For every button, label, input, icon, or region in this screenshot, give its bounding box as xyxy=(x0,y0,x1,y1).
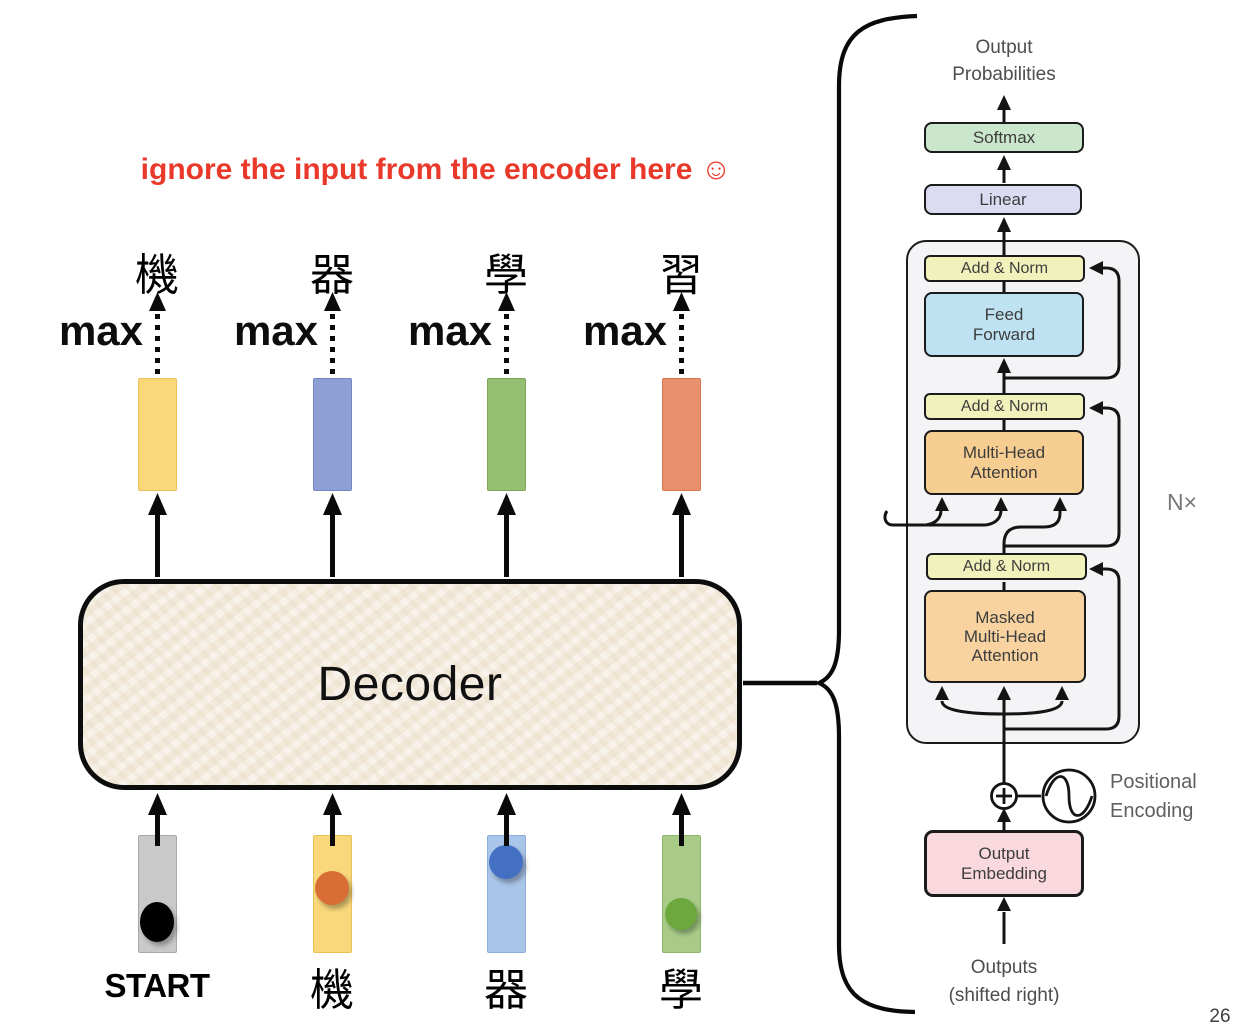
multi-head-attention-box: Multi-Head Attention xyxy=(924,430,1084,495)
token-dot-orange xyxy=(315,871,349,905)
input-label-2: 機 xyxy=(310,965,354,1016)
output-char-1: 機 xyxy=(135,250,179,301)
softmax-box: Softmax xyxy=(924,122,1084,153)
output-vector-bar-3 xyxy=(487,378,526,491)
add-norm-box-bottom: Add & Norm xyxy=(926,553,1087,580)
linear-box: Linear xyxy=(924,184,1082,215)
max-label-1: max xyxy=(58,307,143,354)
decoder-label: Decoder xyxy=(317,658,503,711)
output-vector-bar-2 xyxy=(313,378,352,491)
output-vector-bar-4 xyxy=(662,378,701,491)
max-label-2: max xyxy=(233,307,318,354)
arrowheads xyxy=(148,292,691,815)
output-probabilities-label: Output Probabilities xyxy=(952,37,1056,85)
output-char-3: 學 xyxy=(484,250,528,301)
token-dot-blue xyxy=(489,845,523,879)
feed-forward-box: Feed Forward xyxy=(924,292,1084,357)
input-label-start: START xyxy=(104,967,210,1004)
max-label-3: max xyxy=(407,307,492,354)
outputs-shifted-right-label: Outputs (shifted right) xyxy=(948,956,1060,1007)
add-norm-box-middle: Add & Norm xyxy=(924,393,1085,420)
input-vector-bar-4 xyxy=(662,835,701,953)
page-number: 26 xyxy=(1209,1006,1231,1027)
input-label-4: 學 xyxy=(659,965,703,1016)
output-char-2: 器 xyxy=(310,250,354,301)
token-dot-green xyxy=(665,898,697,930)
token-dot-black xyxy=(140,902,174,942)
masked-multi-head-attention-box: Masked Multi-Head Attention xyxy=(924,590,1086,683)
output-embedding-box: Output Embedding xyxy=(924,830,1084,897)
input-label-3: 器 xyxy=(484,965,528,1016)
positional-encoding-label: Positional Encoding xyxy=(1110,771,1197,822)
n-times-label: N× xyxy=(1166,488,1198,515)
decoder-box: Decoder xyxy=(78,579,742,790)
output-char-4: 習 xyxy=(659,250,703,301)
max-label-4: max xyxy=(582,307,667,354)
output-vector-bar-1 xyxy=(138,378,177,491)
encoder-note-text: ignore the input from the encoder here ☺ xyxy=(140,153,732,186)
add-norm-box-top: Add & Norm xyxy=(924,255,1085,282)
